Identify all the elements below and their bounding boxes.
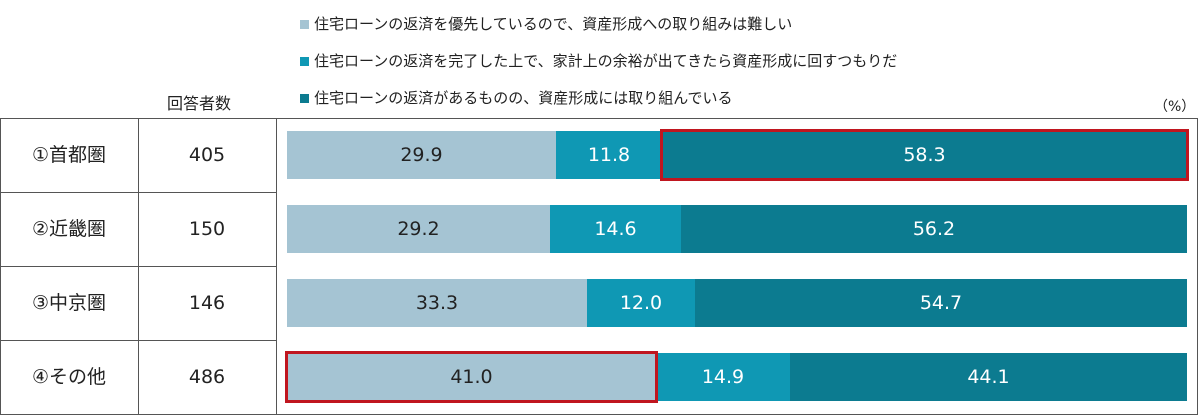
column-divider-2	[276, 118, 277, 415]
category-label: ③中京圏	[31, 292, 107, 314]
respondent-count-header: 回答者数	[167, 94, 232, 113]
row-separator	[0, 340, 276, 341]
category-label: ④その他	[31, 366, 107, 388]
unit-label: （%）	[1154, 99, 1196, 115]
legend-swatch-2	[300, 57, 309, 66]
chart-row: ②近畿圏 150 29.2 14.6 56.2	[0, 192, 1198, 266]
category-label: ①首都圏	[31, 144, 107, 166]
bar-segment: 14.6	[550, 205, 681, 253]
bar-segment: 54.7	[695, 279, 1187, 327]
category-label: ②近畿圏	[31, 218, 107, 240]
bar-segment: 44.1	[790, 353, 1187, 401]
legend-label-1: 住宅ローンの返済を優先しているので、資産形成への取り組みは難しい	[314, 15, 793, 33]
bar-segment: 29.2	[287, 205, 550, 253]
legend-swatch-3	[300, 94, 309, 103]
row-separator	[0, 266, 276, 267]
bar-segment: 12.0	[587, 279, 695, 327]
stacked-bar: 29.2 14.6 56.2	[287, 205, 1187, 253]
legend-swatch-1	[300, 20, 309, 29]
chart-row: ③中京圏 146 33.3 12.0 54.7	[0, 266, 1198, 340]
chart-row: ④その他 486 41.0 14.9 44.1	[0, 340, 1198, 414]
bar-segment: 14.9	[656, 353, 790, 401]
bar-segment: 33.3	[287, 279, 587, 327]
bar-segment: 29.9	[287, 131, 556, 179]
stacked-bar: 29.9 11.8 58.3	[287, 131, 1187, 179]
stacked-bar: 41.0 14.9 44.1	[287, 353, 1187, 401]
bar-segment: 56.2	[681, 205, 1187, 253]
respondent-count: 146	[188, 292, 226, 314]
chart-row: ①首都圏 405 29.9 11.8 58.3	[0, 118, 1198, 192]
stacked-bar: 33.3 12.0 54.7	[287, 279, 1187, 327]
bar-segment: 11.8	[556, 131, 662, 179]
legend-label-3: 住宅ローンの返済があるものの、資産形成には取り組んでいる	[314, 89, 733, 107]
legend-label-2: 住宅ローンの返済を完了した上で、家計上の余裕が出てきたら資産形成に回すつもりだ	[314, 52, 898, 70]
bar-segment: 41.0	[287, 353, 656, 401]
row-separator	[0, 192, 276, 193]
respondent-count: 486	[188, 366, 226, 388]
respondent-count: 405	[188, 144, 226, 166]
bar-segment: 58.3	[662, 131, 1187, 179]
respondent-count: 150	[188, 218, 226, 240]
